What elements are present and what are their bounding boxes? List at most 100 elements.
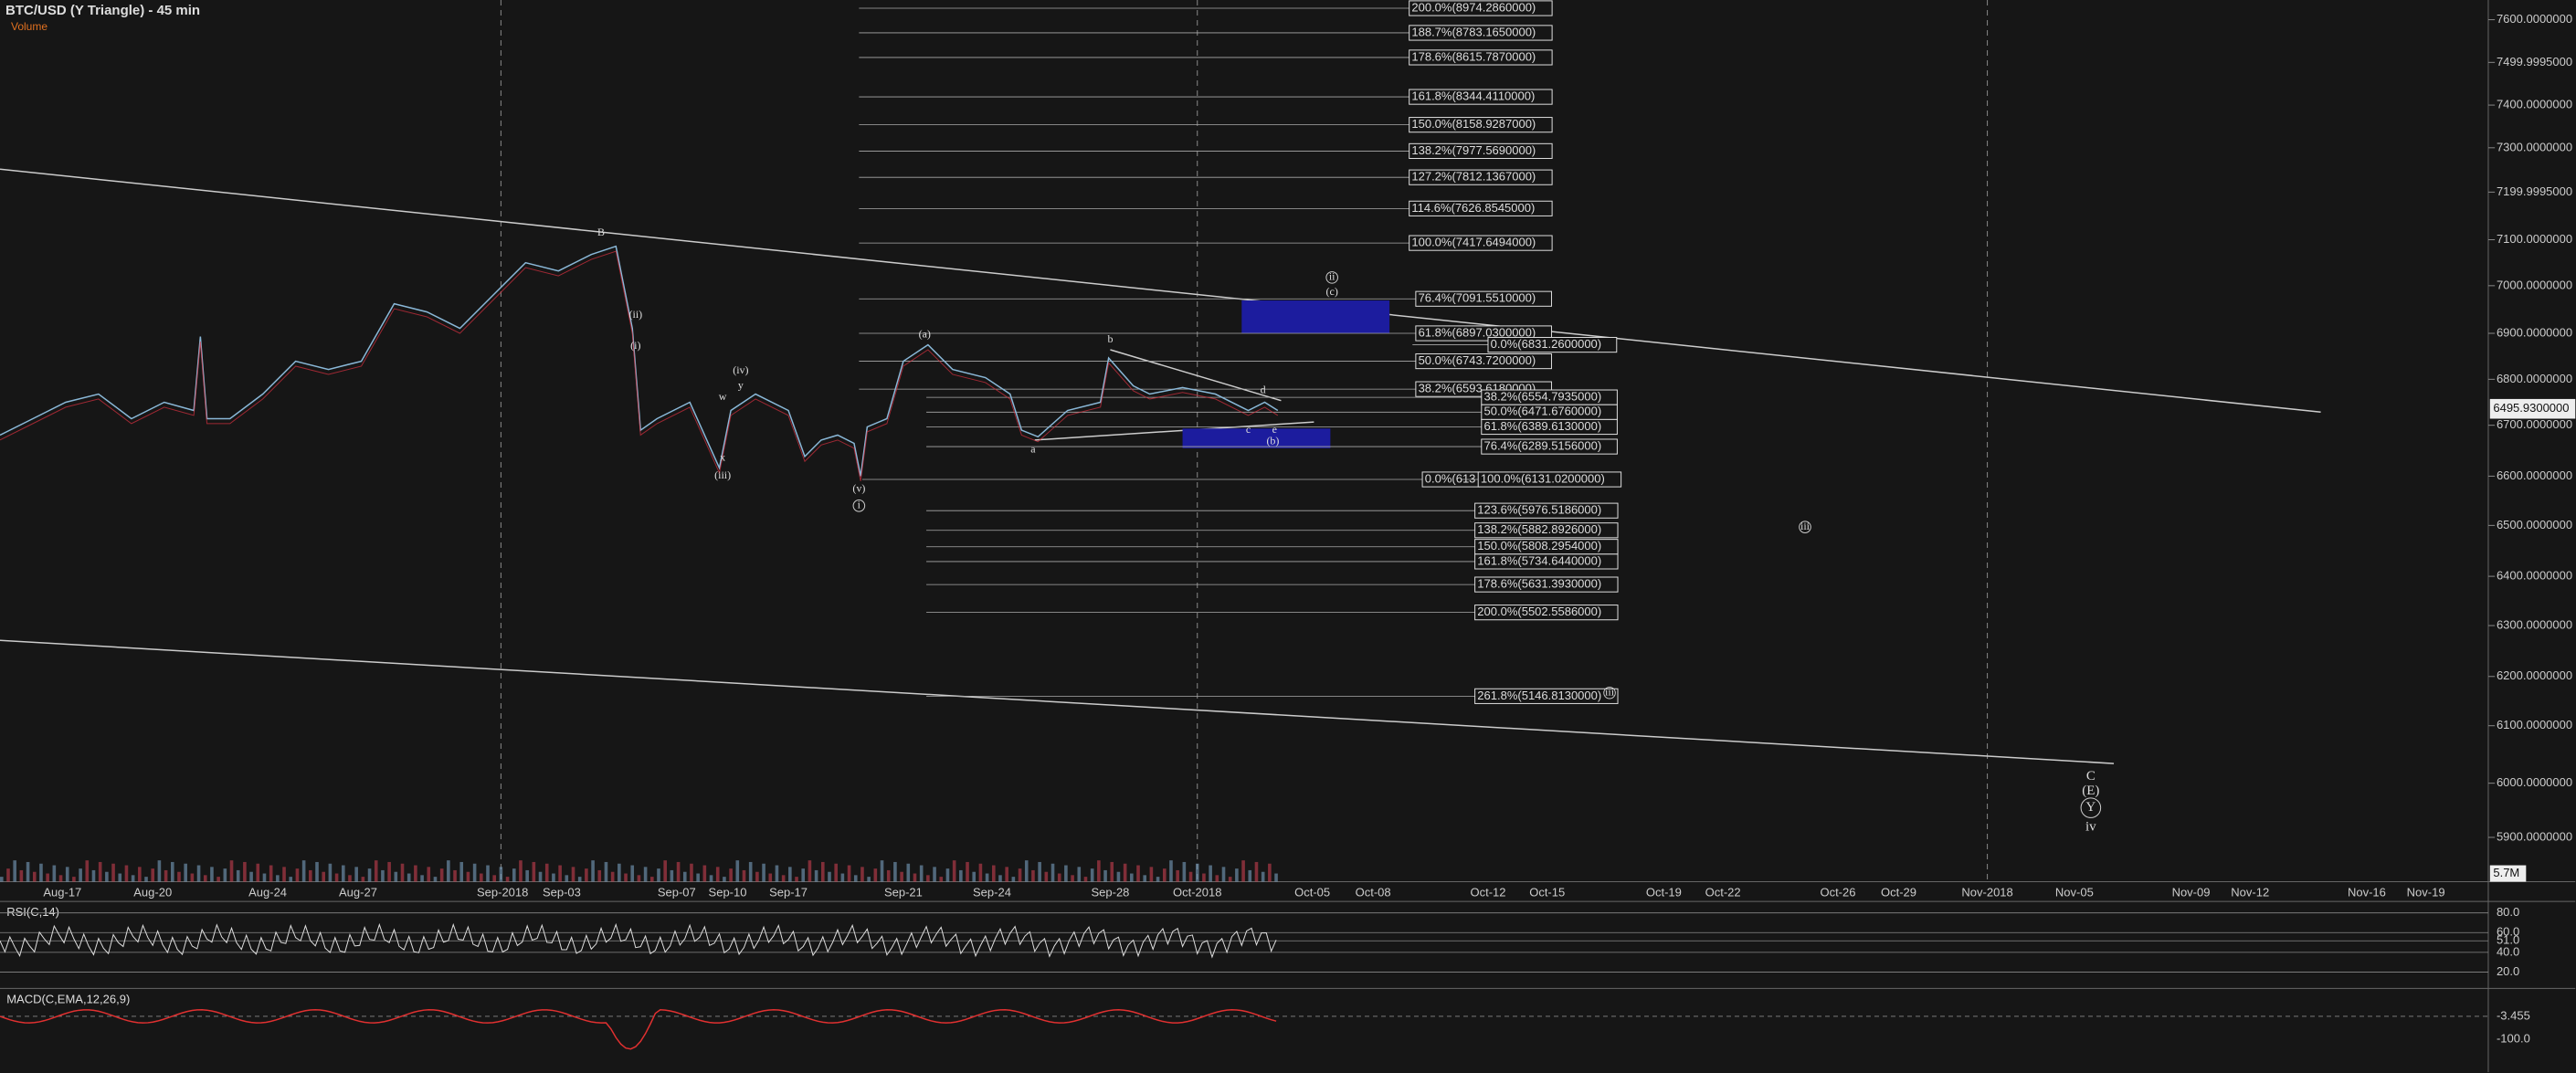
- volume-bar: [939, 877, 944, 882]
- volume-bar: [46, 873, 49, 882]
- fib-label: 100.0%(7417.6494000): [1411, 236, 1536, 249]
- price-label: 6900.0000000: [2497, 325, 2572, 339]
- fib-label-box: [1409, 25, 1553, 41]
- volume-bar: [709, 875, 713, 882]
- fib-label: 261.8%(5146.8130000): [1477, 689, 1601, 702]
- volume-bar: [1064, 865, 1068, 882]
- volume-bar: [118, 873, 122, 882]
- volume-bar: [1221, 867, 1226, 882]
- macd-value: -3.455: [2497, 1008, 2530, 1022]
- volume-bar: [131, 875, 135, 882]
- date-label: Oct-26: [1820, 886, 1855, 899]
- fib-label-box: [1481, 418, 1618, 436]
- volume-bar: [196, 865, 201, 882]
- price-label: 7499.9995000: [2497, 55, 2572, 68]
- volume-bar: [472, 863, 477, 882]
- price-trace-down: [0, 250, 1279, 481]
- volume-bar: [945, 868, 950, 882]
- price-label: 6000.0000000: [2497, 775, 2572, 789]
- date-label: Sep-28: [1091, 886, 1129, 899]
- volume-bar: [1090, 868, 1094, 882]
- wave-label: (iv): [733, 363, 748, 376]
- volume-bar: [959, 869, 963, 882]
- wave-circle: [852, 499, 866, 512]
- fib-label-box: [1487, 336, 1618, 353]
- volume-bar: [459, 861, 464, 882]
- date-label: Sep-21: [884, 886, 923, 899]
- volume-bar: [723, 877, 726, 882]
- volume-bar: [926, 875, 930, 882]
- fib-label: 76.4%(7091.5510000): [1419, 291, 1536, 305]
- volume-bar: [420, 875, 424, 882]
- volume-bar: [630, 865, 635, 882]
- volume-bar: [381, 869, 385, 882]
- volume-bar: [552, 873, 555, 882]
- volume-bar: [624, 873, 628, 882]
- volume-bar: [229, 860, 234, 882]
- rsi-label: 40.0: [2497, 944, 2519, 958]
- volume-bar: [966, 861, 969, 882]
- volume-bar: [847, 865, 851, 882]
- fib-label-box: [1415, 352, 1552, 370]
- volume-bar: [190, 873, 195, 882]
- volume-bar: [111, 863, 115, 882]
- fib-label-box: [1474, 605, 1619, 621]
- volume-bar: [532, 861, 536, 882]
- volume-bar: [893, 861, 897, 882]
- volume-bar: [124, 865, 129, 882]
- volume-bar: [1116, 871, 1121, 882]
- fib-label-box: [1474, 688, 1619, 704]
- fib-label: 188.7%(8783.1650000): [1411, 25, 1536, 38]
- fib-label-box: [1409, 0, 1553, 16]
- volume-bar: [735, 860, 740, 882]
- volume-bar: [98, 861, 102, 882]
- macd-trace: [0, 1009, 1277, 1050]
- price-label: 6300.0000000: [2497, 617, 2572, 631]
- volume-bar: [577, 877, 582, 882]
- volume-bar: [643, 867, 648, 882]
- target-box: [1182, 428, 1331, 448]
- fib-label: 138.2%(7977.5690000): [1411, 143, 1536, 157]
- volume-bar: [309, 869, 312, 882]
- date-label: Oct-29: [1881, 886, 1916, 899]
- rsi-trace: [0, 922, 1277, 959]
- volume-bar: [840, 873, 845, 882]
- triangle-line: [1034, 421, 1314, 441]
- volume-bar: [439, 868, 444, 882]
- wave-label: e: [1272, 423, 1277, 436]
- fib-label-box: [1474, 502, 1619, 519]
- price-label: 6600.0000000: [2497, 468, 2572, 482]
- volume-bar: [1130, 873, 1134, 882]
- volume-bar: [1169, 860, 1173, 882]
- volume-bar: [505, 877, 510, 882]
- wave-label: iv: [2085, 820, 2096, 835]
- wave-label: (ii): [628, 308, 642, 321]
- volume-bar: [85, 860, 90, 882]
- volume-bar: [991, 865, 996, 882]
- volume-bar: [715, 867, 720, 882]
- volume-bar: [1202, 873, 1206, 882]
- price-label: 7000.0000000: [2497, 278, 2572, 291]
- wave-label: (c): [1326, 285, 1338, 298]
- volume-bar: [682, 871, 687, 882]
- date-label: Nov-05: [2055, 886, 2094, 899]
- price-label: 7300.0000000: [2497, 140, 2572, 153]
- fib-label: 50.0%(6471.6760000): [1483, 405, 1601, 418]
- volume-bar: [585, 868, 588, 882]
- volume-bar: [860, 867, 864, 882]
- volume-bar: [972, 871, 977, 882]
- volume-bar: [834, 863, 838, 882]
- fib-label: 61.8%(6897.0300000): [1419, 325, 1536, 339]
- wave-label: C: [2086, 769, 2096, 784]
- volume-bar: [919, 865, 924, 882]
- price-label: 7100.0000000: [2497, 232, 2572, 246]
- volume-bar: [26, 861, 30, 882]
- date-label: Aug-27: [339, 886, 377, 899]
- price-label: 5900.0000000: [2497, 829, 2572, 843]
- volume-bar: [696, 873, 700, 882]
- fib-label: 0.0%(6831.2600000): [1491, 337, 1601, 351]
- date-label: Oct-22: [1705, 886, 1741, 899]
- volume-bar: [269, 865, 273, 882]
- volume-bar: [650, 877, 654, 882]
